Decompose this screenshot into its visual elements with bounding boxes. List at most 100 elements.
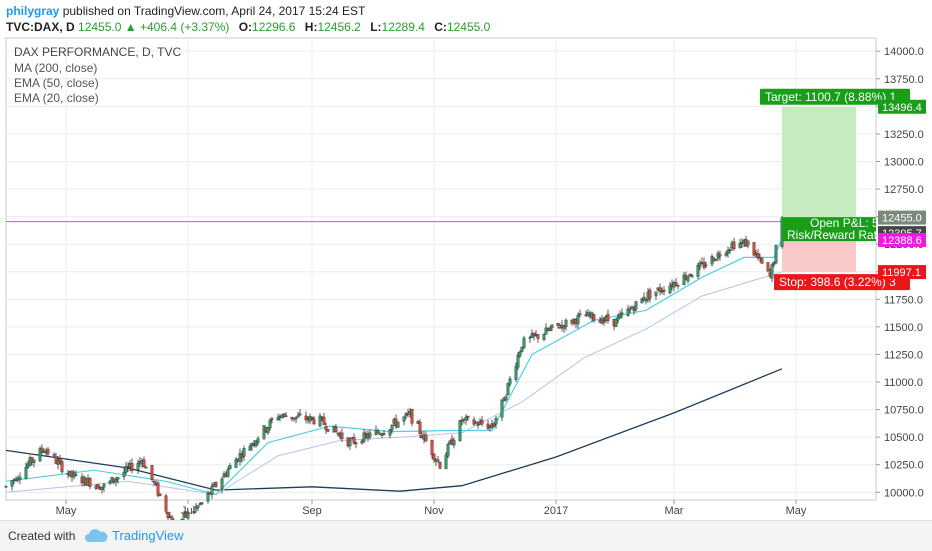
high-label: H: — [304, 20, 318, 34]
candle-down — [630, 305, 634, 309]
candle-body — [324, 425, 328, 431]
candle-body — [472, 419, 476, 425]
candle-body — [352, 437, 356, 444]
price-tag[interactable]: 11997.1 — [878, 265, 926, 280]
candle-body — [464, 416, 468, 421]
candle-body — [676, 285, 680, 287]
y-tick-label: 13750.0 — [884, 74, 924, 86]
candle-up — [522, 335, 526, 349]
candle-up — [210, 482, 214, 500]
chart-canvas[interactable]: Target: 1100.7 (8.88%) 1 Stop: 398.6 (3.2… — [0, 0, 932, 520]
candle-body — [170, 516, 174, 520]
candle-body — [640, 298, 644, 304]
rr-text: Risk/Reward Ratio: 2. — [787, 228, 903, 242]
candle-up — [116, 476, 120, 484]
target-label[interactable]: Target: 1100.7 (8.88%) 1 — [760, 88, 910, 105]
price-tag-text: 13496.4 — [882, 102, 922, 114]
candle-body — [298, 413, 302, 416]
candle-body — [38, 448, 42, 462]
candle-body — [698, 262, 702, 267]
candle-body — [226, 469, 230, 477]
candle-body — [270, 418, 274, 420]
candle-up — [402, 415, 406, 426]
legend-ema50[interactable]: EMA (50, close) — [14, 76, 99, 90]
candle-down — [298, 409, 302, 417]
candle-body — [124, 465, 128, 473]
price-tag-text: 12455.0 — [882, 213, 922, 225]
candle-down — [360, 439, 364, 445]
price-tag[interactable]: 12388.6 — [878, 232, 926, 247]
candle-up — [390, 424, 394, 434]
candle-body — [310, 416, 314, 419]
price-tag[interactable]: 13496.4 — [878, 99, 926, 114]
candle-down — [214, 481, 218, 488]
candle-body — [362, 432, 366, 442]
candle-body — [458, 420, 462, 441]
candle-up — [516, 351, 520, 370]
high-value: 12456.2 — [317, 20, 361, 34]
candle-down — [756, 248, 760, 261]
candle-up — [504, 394, 508, 402]
candle-down — [632, 305, 636, 316]
candle-body — [516, 354, 520, 368]
candle-body — [150, 464, 154, 480]
candle-down — [96, 483, 100, 489]
candle-body — [284, 415, 288, 417]
candle-up — [268, 418, 272, 431]
stop-label[interactable]: Stop: 398.6 (3.22%) 3 — [774, 274, 910, 291]
candle-up — [452, 437, 456, 449]
candle-body — [294, 416, 298, 420]
candle-body — [738, 242, 742, 248]
candle-body — [388, 429, 392, 436]
candle-body — [658, 287, 662, 292]
legend-ema20[interactable]: EMA (20, close) — [14, 91, 99, 105]
candle-body — [550, 324, 554, 329]
candle-body — [156, 482, 160, 496]
candle-body — [714, 259, 718, 261]
candle-up — [226, 466, 230, 478]
stop-label-bg — [774, 274, 910, 291]
candle-down — [674, 277, 678, 287]
candle-up — [492, 421, 496, 428]
candle-up — [354, 441, 358, 449]
time-axis[interactable]: May Jul Sep Nov 2017 Mar May — [56, 500, 807, 517]
candle-body — [88, 478, 92, 487]
candle-body — [186, 511, 190, 519]
candle-body — [480, 419, 484, 425]
candle-up — [668, 281, 672, 295]
target-zone[interactable] — [782, 106, 856, 229]
candle-down — [436, 455, 440, 463]
candle-up — [746, 240, 750, 249]
candle-body — [102, 484, 106, 488]
candle-body — [396, 421, 400, 428]
x-tick-label: Jul — [181, 505, 195, 517]
ema50-line[interactable] — [5, 271, 783, 496]
author-link[interactable]: philygray — [6, 4, 60, 18]
price-tag[interactable]: 12455.0 — [878, 210, 926, 225]
stop-label-text: Stop: 398.6 (3.22%) 3 — [779, 275, 896, 289]
candle-body — [340, 432, 344, 439]
candle-down — [432, 453, 436, 463]
x-tick-label: Sep — [302, 505, 322, 517]
tradingview-link[interactable]: TradingView — [112, 528, 184, 543]
price-axis[interactable]: 10000.0 10250.0 10500.0 10750.0 11000.0 11250… — [876, 46, 926, 499]
candle-up — [518, 350, 522, 358]
candle-body — [500, 399, 504, 418]
ma200-line[interactable] — [5, 368, 783, 492]
candle-body — [158, 493, 162, 496]
legend-ma200[interactable]: MA (200, close) — [14, 61, 97, 75]
price-tag-text: 11997.1 — [882, 267, 921, 279]
candle-up — [276, 413, 280, 422]
candle-body — [336, 432, 340, 435]
candle-body — [634, 301, 638, 310]
candle-up — [124, 461, 128, 475]
candle-down — [364, 430, 368, 439]
candle-down — [410, 408, 414, 427]
ema20-line[interactable] — [5, 238, 783, 496]
candle-body — [556, 323, 560, 326]
candle-up — [318, 412, 322, 428]
candle-body — [592, 314, 596, 321]
candle-body — [130, 463, 134, 471]
candle-body — [548, 328, 552, 331]
